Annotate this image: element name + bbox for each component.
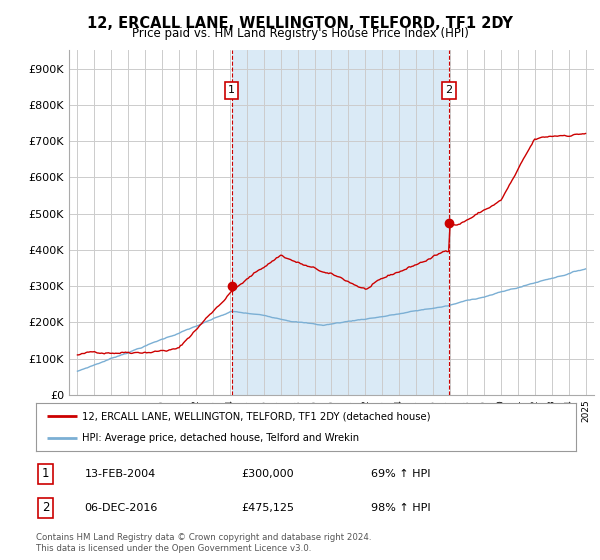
Text: £300,000: £300,000 bbox=[241, 469, 294, 479]
Text: 69% ↑ HPI: 69% ↑ HPI bbox=[371, 469, 430, 479]
Text: 1: 1 bbox=[42, 468, 49, 480]
Text: 13-FEB-2004: 13-FEB-2004 bbox=[85, 469, 156, 479]
Text: Contains HM Land Registry data © Crown copyright and database right 2024.
This d: Contains HM Land Registry data © Crown c… bbox=[36, 533, 371, 553]
Text: HPI: Average price, detached house, Telford and Wrekin: HPI: Average price, detached house, Telf… bbox=[82, 433, 359, 443]
Bar bbox=[232, 50, 449, 395]
Text: 06-DEC-2016: 06-DEC-2016 bbox=[85, 502, 158, 512]
Text: 12, ERCALL LANE, WELLINGTON, TELFORD, TF1 2DY (detached house): 12, ERCALL LANE, WELLINGTON, TELFORD, TF… bbox=[82, 411, 430, 421]
Text: Price paid vs. HM Land Registry's House Price Index (HPI): Price paid vs. HM Land Registry's House … bbox=[131, 27, 469, 40]
Text: 98% ↑ HPI: 98% ↑ HPI bbox=[371, 502, 430, 512]
Text: 1: 1 bbox=[228, 85, 235, 95]
Text: 2: 2 bbox=[42, 501, 49, 514]
Text: 12, ERCALL LANE, WELLINGTON, TELFORD, TF1 2DY: 12, ERCALL LANE, WELLINGTON, TELFORD, TF… bbox=[87, 16, 513, 31]
Text: £475,125: £475,125 bbox=[241, 502, 294, 512]
Text: 2: 2 bbox=[445, 85, 452, 95]
